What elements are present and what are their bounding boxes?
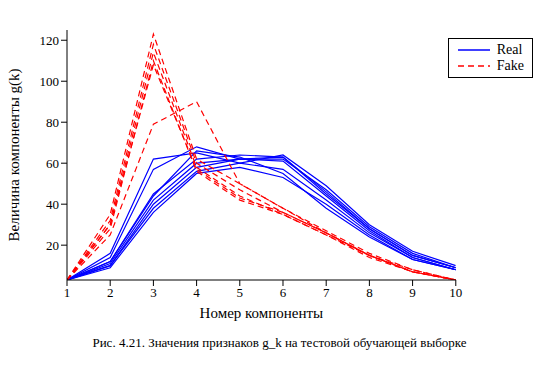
svg-text:1: 1 — [64, 285, 71, 300]
html-text:Real: Real — [496, 42, 523, 57]
svg-text:Величина компоненты g(k): Величина компоненты g(k) — [8, 68, 23, 241]
svg-text:10: 10 — [449, 285, 462, 300]
svg-text:Номер компоненты: Номер компоненты — [200, 305, 324, 321]
svg-text:2: 2 — [107, 285, 114, 300]
html-text:Fake: Fake — [496, 58, 524, 73]
svg-text:9: 9 — [409, 285, 416, 300]
svg-text:7: 7 — [323, 285, 330, 300]
svg-text:40: 40 — [46, 197, 59, 212]
svg-text:20: 20 — [46, 238, 59, 253]
svg-text:100: 100 — [40, 74, 60, 89]
svg-text:6: 6 — [280, 285, 287, 300]
html-text:Рис. 4.21. Значения признаков: Рис. 4.21. Значения признаков g_k на тес… — [92, 335, 467, 350]
svg-text:120: 120 — [40, 33, 60, 48]
svg-text:60: 60 — [46, 156, 59, 171]
svg-text:3: 3 — [150, 285, 157, 300]
svg-text:8: 8 — [366, 285, 373, 300]
svg-text:4: 4 — [193, 285, 200, 300]
svg-text:80: 80 — [46, 115, 59, 130]
svg-text:5: 5 — [237, 285, 244, 300]
